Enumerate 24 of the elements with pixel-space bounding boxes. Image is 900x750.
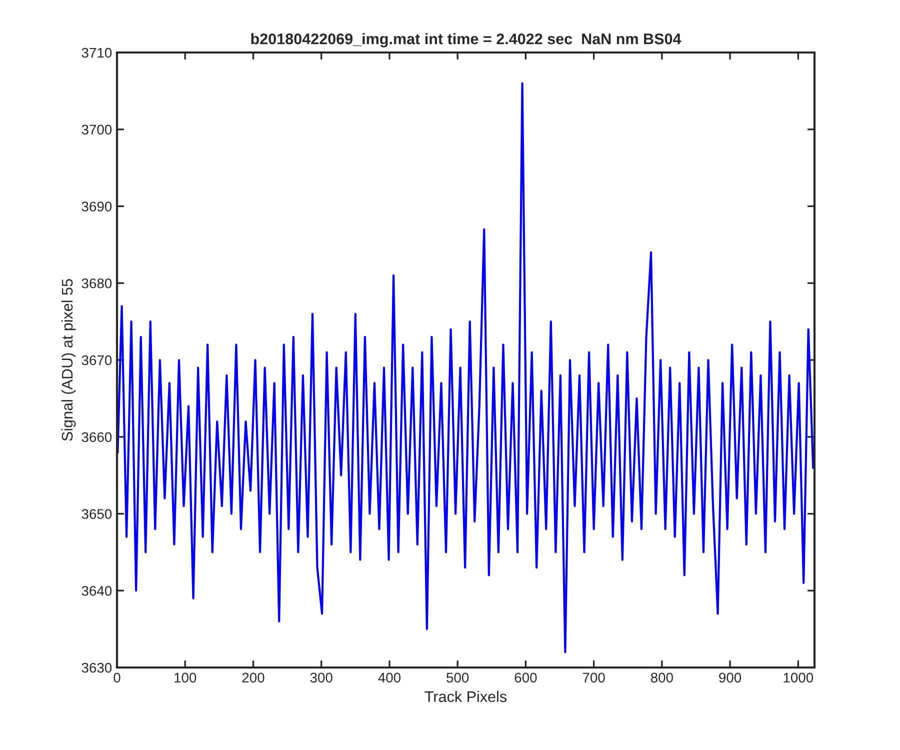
- x-tick-label: 900: [719, 672, 742, 683]
- x-tick-label: 800: [650, 672, 673, 683]
- x-tick-label: 700: [582, 672, 605, 683]
- y-axis-title: Signal (ADU) at pixel 55: [61, 279, 76, 441]
- y-tick-label: 3700: [82, 124, 112, 135]
- x-tick-label: 200: [242, 672, 264, 683]
- x-tick-label: 1000: [784, 672, 814, 683]
- line-series: [117, 82, 814, 654]
- y-tick-label: 3680: [82, 278, 112, 288]
- y-tick-label: 3640: [82, 586, 112, 596]
- y-tick-label: 3690: [82, 202, 112, 212]
- x-tick-label: 100: [174, 672, 196, 683]
- y-tick-label: 3660: [82, 432, 112, 442]
- y-tick-label: 3710: [82, 48, 112, 58]
- y-tick-label: 3630: [82, 662, 112, 673]
- y-tick-label: 3650: [82, 509, 112, 519]
- x-axis-title: Track Pixels: [424, 690, 507, 702]
- x-tick-label: 400: [378, 672, 401, 683]
- x-tick-label: 0: [114, 672, 120, 683]
- x-tick-label: 500: [446, 672, 469, 683]
- x-tick-label: 300: [310, 672, 332, 683]
- x-tick-label: 600: [514, 672, 537, 683]
- y-tick-label: 3670: [82, 355, 112, 366]
- chart-title: b20180422069_img.mat int time = 2.4022 sec NaN nm BS04: [251, 33, 682, 48]
